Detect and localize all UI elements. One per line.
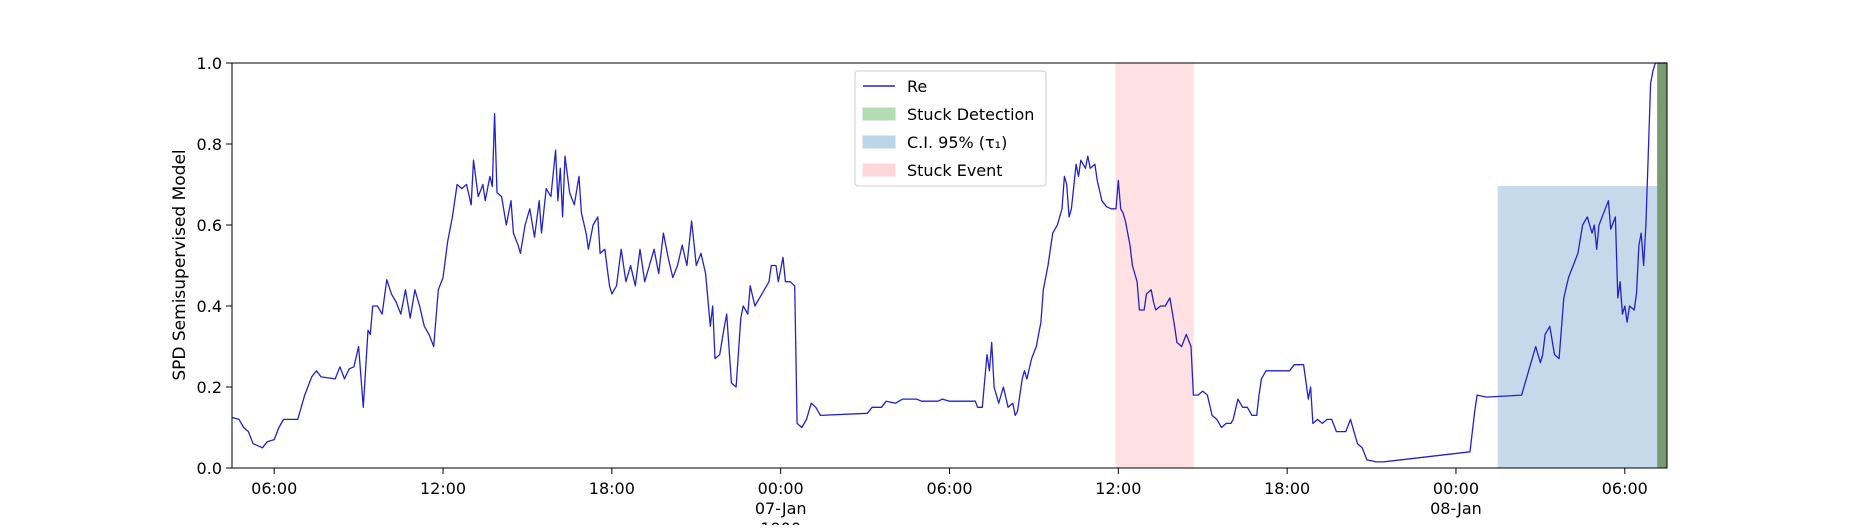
- axes: 0.00.20.40.60.81.006:00 12:00 18:00 00:0007…: [197, 54, 1668, 530]
- shaded-regions: [1115, 62, 1668, 469]
- x-tick-label: 1900: [760, 519, 801, 525]
- legend-label: Stuck Event: [907, 161, 1003, 180]
- x-tick-label: 06:00: [926, 479, 972, 498]
- series-layer: [231, 62, 1667, 463]
- x-tick-label: 06:00: [251, 479, 297, 498]
- x-tick-label: 18:00: [1264, 479, 1310, 498]
- x-tick-label: 18:00: [589, 479, 635, 498]
- legend-box: [854, 70, 1047, 187]
- x-tick-label: 07-Jan: [755, 499, 807, 518]
- x-tick-label: 12:00: [1095, 479, 1141, 498]
- legend-swatch-patch: [862, 107, 896, 121]
- region-stuck-detection: [1657, 62, 1668, 469]
- x-tick-label: 08-Jan: [1430, 499, 1482, 518]
- legend: Re Stuck Detection C.I. 95% (τ₁) Stuck Even…: [854, 70, 1047, 187]
- x-tick-label: 12:00: [420, 479, 466, 498]
- legend-label: C.I. 95% (τ₁): [907, 133, 1007, 152]
- y-tick-label: 1.0: [197, 54, 222, 73]
- y-axis-label: SPD Semisupervised Model: [170, 149, 190, 380]
- y-tick-label: 0.6: [197, 216, 222, 235]
- legend-label: Re: [907, 77, 927, 96]
- region-stuck-event: [1115, 62, 1194, 469]
- y-tick-label: 0.8: [197, 135, 222, 154]
- y-tick-label: 0.2: [197, 378, 222, 397]
- x-tick-label: 06:00: [1602, 479, 1648, 498]
- y-tick-label: 0.0: [197, 459, 222, 478]
- legend-label: Stuck Detection: [907, 105, 1034, 124]
- series-line-re: [231, 62, 1667, 463]
- region-c-i-95: [1497, 186, 1668, 469]
- legend-swatch-patch: [862, 135, 896, 149]
- y-tick-label: 0.4: [197, 297, 222, 316]
- x-tick-label: 00:00: [1433, 479, 1479, 498]
- x-tick-label: 00:00: [758, 479, 804, 498]
- legend-swatch-patch: [862, 163, 896, 177]
